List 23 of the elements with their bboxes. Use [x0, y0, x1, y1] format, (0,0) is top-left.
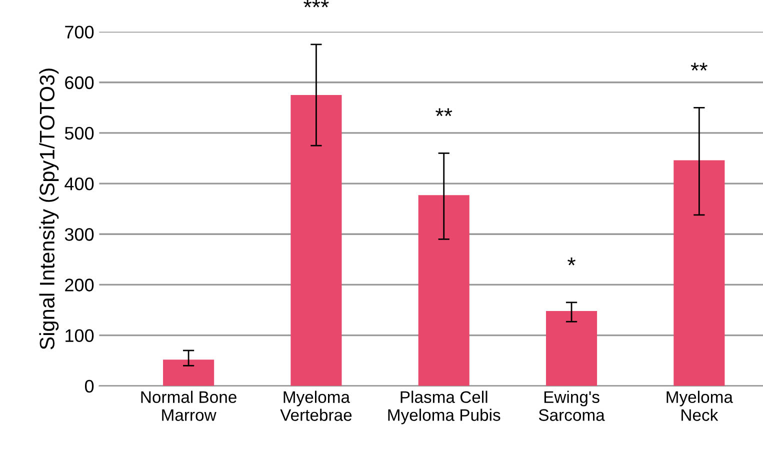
- x-tick-label: Ewing's Sarcoma: [538, 390, 605, 421]
- x-tick-label: Myeloma Neck: [666, 390, 733, 421]
- annotation: *: [568, 258, 576, 266]
- bar: [546, 311, 598, 386]
- y-tick-label: 100: [66, 329, 94, 342]
- bar: [163, 360, 214, 386]
- y-axis-title: Signal Intensity (Spy1/TOTO3): [39, 68, 59, 350]
- y-tick-label: 0: [84, 380, 94, 393]
- text: ***: [304, 0, 329, 8]
- y-tick-label: 200: [65, 278, 94, 292]
- y-tick-label: 600: [65, 76, 94, 90]
- bar: [418, 195, 470, 386]
- x-tick-label: Normal Bone Marrow: [141, 390, 236, 421]
- y-tick-label: 500: [64, 126, 94, 140]
- x-tick-label: Myeloma Vertebrae: [280, 390, 352, 421]
- y-tick-label: 300: [64, 228, 94, 241]
- bar: [290, 95, 342, 386]
- annotation: **: [436, 108, 452, 116]
- bar: [674, 160, 725, 386]
- y-tick-label: 700: [65, 26, 94, 38]
- y-tick-label: 400: [64, 177, 94, 190]
- x-tick-label: Plasma Cell Myeloma Pubis: [388, 390, 500, 424]
- annotation: **: [690, 62, 708, 71]
